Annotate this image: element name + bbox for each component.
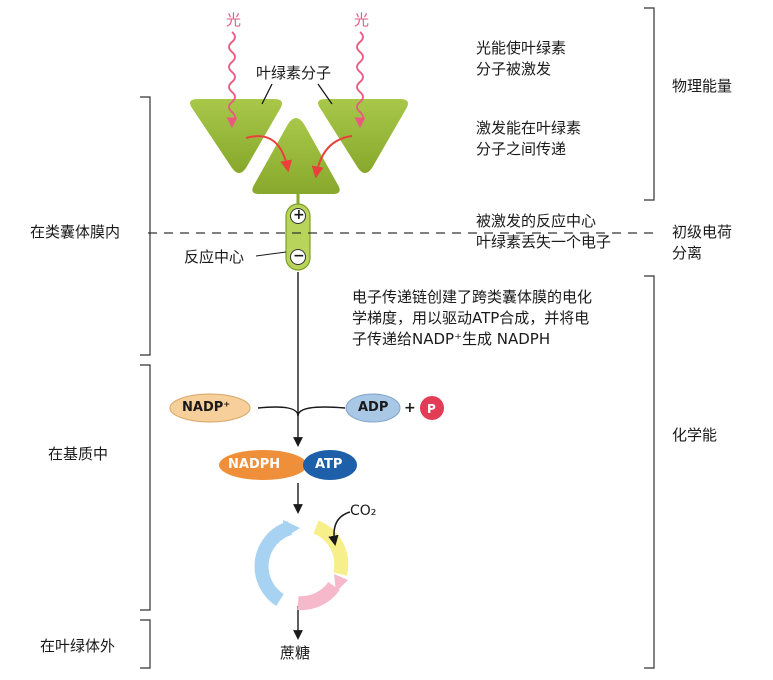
chlorophyll-left bbox=[190, 99, 282, 173]
light-label-left: 光 bbox=[226, 11, 242, 29]
energy-physical: 物理能量 bbox=[672, 77, 733, 95]
adp-merge bbox=[297, 406, 346, 417]
minus-charge bbox=[290, 249, 306, 265]
phosphate-label: P bbox=[427, 402, 436, 416]
bracket-chemical bbox=[644, 275, 655, 669]
plus-sign: + bbox=[293, 207, 305, 223]
adp-oval bbox=[345, 393, 401, 423]
note-transport: 电子传递链创建了跨类囊体膜的电化 学梯度，用以驱动ATP合成，并将电 子传递给N… bbox=[352, 288, 593, 348]
transfer-arrow-left bbox=[245, 135, 293, 173]
plus-label: + bbox=[404, 400, 416, 416]
atp-label: ATP bbox=[315, 457, 343, 472]
bracket-physical bbox=[644, 7, 655, 201]
bracket-stroma bbox=[140, 364, 151, 611]
calvin-cycle bbox=[254, 520, 349, 611]
cycle-arrowhead-blue bbox=[283, 520, 300, 538]
reaction-center-pointer bbox=[255, 251, 287, 257]
light-label-right: 光 bbox=[354, 11, 370, 29]
light-wave-right bbox=[354, 31, 366, 129]
label-pointer-left bbox=[261, 83, 273, 105]
reaction-center-label: 反应中心 bbox=[184, 248, 245, 266]
transfer-arrow-right bbox=[311, 135, 353, 179]
nadp-merge bbox=[257, 406, 299, 417]
nadp-oval bbox=[169, 393, 251, 423]
chlorophyll-label: 叶绿素分子 bbox=[256, 64, 332, 82]
co2-arrow bbox=[328, 511, 351, 547]
plus-charge bbox=[290, 208, 306, 224]
sucrose-label: 蔗糖 bbox=[280, 644, 311, 662]
atp-oval bbox=[303, 450, 357, 480]
adp-label: ADP bbox=[358, 400, 389, 415]
co2-label: CO₂ bbox=[350, 503, 377, 519]
minus-sign: − bbox=[293, 248, 305, 264]
nadph-label: NADPH bbox=[228, 457, 281, 472]
chlorophyll-right bbox=[318, 99, 408, 173]
bracket-thylakoid bbox=[140, 96, 151, 356]
energy-chemical: 化学能 bbox=[672, 426, 718, 444]
light-wave-left bbox=[226, 31, 238, 129]
nadph-oval bbox=[219, 450, 307, 480]
region-stroma: 在基质中 bbox=[48, 445, 109, 463]
phosphate-circle bbox=[420, 396, 444, 420]
energy-primary: 初级电荷 分离 bbox=[672, 223, 733, 262]
region-outside: 在叶绿体外 bbox=[40, 637, 116, 655]
note-excite: 光能使叶绿素 分子被激发 bbox=[476, 39, 567, 78]
region-thylakoid: 在类囊体膜内 bbox=[30, 223, 121, 241]
cycle-arrowhead-pink bbox=[334, 574, 348, 592]
note-separation: 被激发的反应中心 叶绿素丢失一个电子 bbox=[476, 212, 612, 251]
note-transfer: 激发能在叶绿素 分子之间传递 bbox=[476, 119, 582, 158]
bracket-outside bbox=[140, 619, 151, 669]
label-pointer-right bbox=[317, 83, 333, 105]
nadp-label: NADP⁺ bbox=[182, 400, 231, 415]
